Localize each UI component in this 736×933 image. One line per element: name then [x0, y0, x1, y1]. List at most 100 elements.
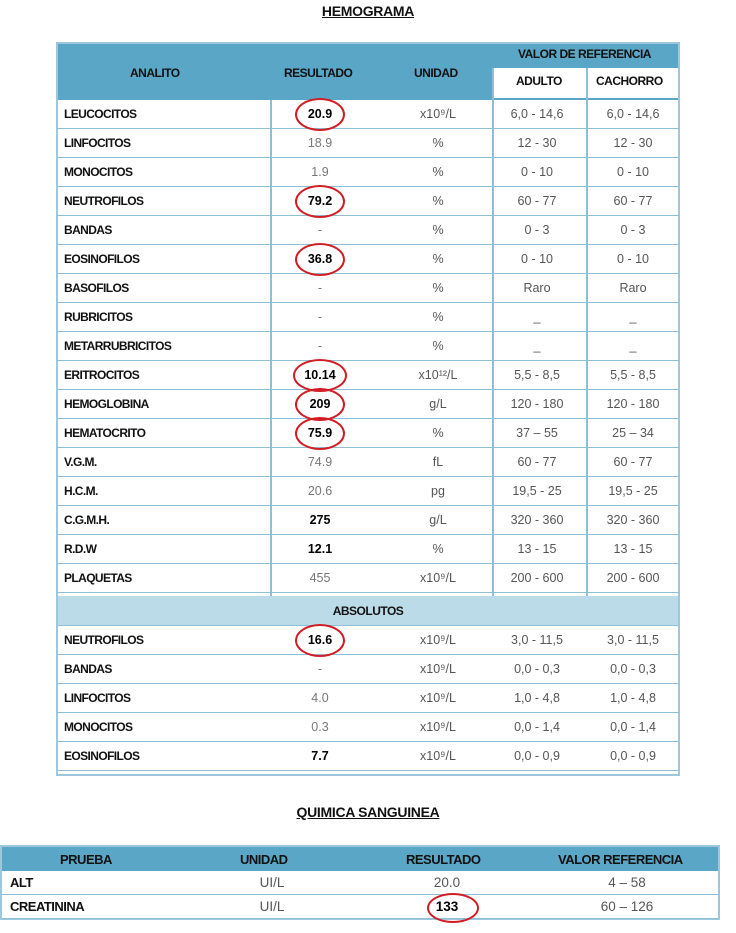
ref-adult: 0 - 10 [521, 252, 553, 266]
table-row: H.C.M. 20.6 pg 19,5 - 25 19,5 - 25 [58, 477, 678, 506]
unit-value: % [432, 165, 444, 179]
unit-value: UI/L [259, 899, 285, 914]
result-value: 74.9 [307, 455, 333, 469]
ref-adult: 120 - 180 [510, 397, 564, 411]
ref-adult: 3,0 - 11,5 [511, 633, 563, 647]
unit-value: % [432, 136, 444, 150]
highlight-circle [295, 243, 345, 276]
ref-puppy: 200 - 600 [606, 571, 660, 585]
column-divider [586, 68, 588, 596]
unit-value: x10¹²/L [418, 368, 458, 382]
absolutos-row: ABSOLUTOS [58, 596, 678, 626]
analyte-name: HEMOGLOBINA [64, 397, 149, 411]
result-value: 0.3 [311, 720, 329, 734]
analyte-name: ERITROCITOS [64, 368, 140, 382]
result-value: - [317, 223, 323, 237]
unit-value: fL [432, 455, 444, 469]
quimica-header: PRUEBA UNIDAD RESULTADO VALOR REFERENCIA [2, 847, 718, 871]
test-name: CREATININA [10, 899, 85, 914]
highlight-circle [295, 417, 345, 450]
analyte-name: C.G.M.H. [64, 513, 110, 527]
table-row: PLAQUETAS 455 x10⁹/L 200 - 600 200 - 600 [58, 564, 678, 593]
analyte-name: V.G.M. [64, 455, 97, 469]
header-adulto: ADULTO [516, 74, 562, 88]
hemograma-title: HEMOGRAMA [321, 3, 415, 19]
table-row: ERITROCITOS 10.14 x10¹²/L 5,5 - 8,5 5,5 - 8,… [58, 361, 678, 390]
table-row: RUBRICITOS -% _ _ [58, 303, 678, 332]
table-row: ALT UI/L 20.0 4 – 58 [2, 871, 718, 895]
ref-adult: 37 – 55 [516, 426, 558, 440]
ref-puppy: 60 - 77 [613, 194, 653, 208]
ref-adult: 0 - 3 [524, 223, 550, 237]
table-row: MONOCITOS 1.9% 0 - 10 0 - 10 [58, 158, 678, 187]
unit-value: % [432, 426, 444, 440]
absolutos-label: ABSOLUTOS [332, 603, 404, 618]
analyte-name: HEMATOCRITO [64, 426, 146, 440]
table-row: NEUTROFILOS 79.2% 60 - 77 60 - 77 [58, 187, 678, 216]
ref-puppy: Raro [619, 281, 647, 295]
result-value: 20.6 [307, 484, 333, 498]
column-divider [492, 68, 494, 596]
table-row: V.G.M. 74.9 fL 60 - 77 60 - 77 [58, 448, 678, 477]
ref-adult: 0,0 - 0,3 [514, 662, 560, 676]
header-valor-referencia: VALOR DE REFERENCIA [518, 47, 651, 61]
analyte-name: PLAQUETAS [64, 571, 132, 585]
ref-puppy: 3,0 - 11,5 [607, 633, 659, 647]
quimica-title: QUIMICA SANGUINEA [296, 804, 440, 820]
table-row: C.G.M.H. 275 g/L 320 - 360 320 - 360 [58, 506, 678, 535]
ref-puppy: _ [629, 339, 637, 353]
result-value: - [317, 281, 323, 295]
ref-puppy: 25 – 34 [612, 426, 654, 440]
ref-puppy: 19,5 - 25 [608, 484, 658, 498]
ref-value: 4 – 58 [608, 875, 646, 890]
unit-value: % [432, 223, 444, 237]
ref-puppy: _ [629, 310, 637, 324]
result-value: - [317, 310, 323, 324]
highlight-circle [295, 185, 345, 218]
result-value: 7.7 [311, 749, 329, 763]
ref-puppy: 60 - 77 [613, 455, 653, 469]
ref-puppy: 5,5 - 8,5 [610, 368, 656, 382]
unit-value: pg [431, 484, 445, 498]
unit-value: % [432, 281, 444, 295]
ref-puppy: 0 - 10 [617, 165, 649, 179]
ref-adult: 19,5 - 25 [512, 484, 562, 498]
unit-value: % [432, 542, 444, 556]
table-row: LEUCOCITOS 20.9 x10⁹/L 6,0 - 14,6 6,0 - 14,6 [58, 100, 678, 129]
result-value: 12.1 [307, 542, 333, 556]
unit-value: % [432, 194, 444, 208]
table-row: HEMATOCRITO 75.9% 37 – 55 25 – 34 [58, 419, 678, 448]
ref-adult: _ [533, 339, 541, 353]
unit-value: x10⁹/L [420, 691, 456, 705]
unit-value: % [432, 310, 444, 324]
result-value: 4.0 [311, 691, 329, 705]
ref-adult: 60 - 77 [517, 455, 557, 469]
ref-puppy: 1,0 - 4,8 [610, 691, 656, 705]
q-header-prueba: PRUEBA [60, 851, 112, 867]
ref-adult: 12 - 30 [517, 136, 557, 150]
table-row: LINFOCITOS 4.0 x10⁹/L 1,0 - 4,8 1,0 - 4,8 [58, 684, 678, 713]
header-cachorro: CACHORRO [596, 74, 663, 88]
result-value: - [317, 662, 323, 676]
ref-adult: 5,5 - 8,5 [514, 368, 560, 382]
quimica-table: PRUEBA UNIDAD RESULTADO VALOR REFERENCIA… [0, 845, 720, 923]
unit-value: UI/L [259, 875, 285, 890]
analyte-name: RUBRICITOS [64, 310, 133, 324]
table-row: R.D.W 12.1% 13 - 15 13 - 15 [58, 535, 678, 564]
table-row: EOSINOFILOS 7.7 x10⁹/L 0,0 - 0,9 0,0 - 0,9 [58, 742, 678, 771]
ref-adult: 0,0 - 1,4 [514, 720, 560, 734]
table-row: MONOCITOS 0.3 x10⁹/L 0,0 - 1,4 0,0 - 1,4 [58, 713, 678, 742]
ref-adult: 13 - 15 [517, 542, 557, 556]
result-value: 1.9 [311, 165, 329, 179]
analyte-name: BANDAS [64, 662, 112, 676]
result-value: 20.0 [433, 875, 461, 890]
table-row: LINFOCITOS 18.9% 12 - 30 12 - 30 [58, 129, 678, 158]
hemograma-table: ANALITO RESULTADO UNIDAD VALOR DE REFERE… [56, 42, 680, 776]
ref-puppy: 320 - 360 [606, 513, 660, 527]
ref-puppy: 0,0 - 1,4 [610, 720, 656, 734]
ref-adult: 0,0 - 0,9 [514, 749, 560, 763]
result-value: 275 [309, 513, 331, 527]
highlight-circle [427, 893, 479, 923]
ref-puppy: 6,0 - 14,6 [606, 107, 660, 121]
header-resultado: RESULTADO [284, 66, 353, 80]
